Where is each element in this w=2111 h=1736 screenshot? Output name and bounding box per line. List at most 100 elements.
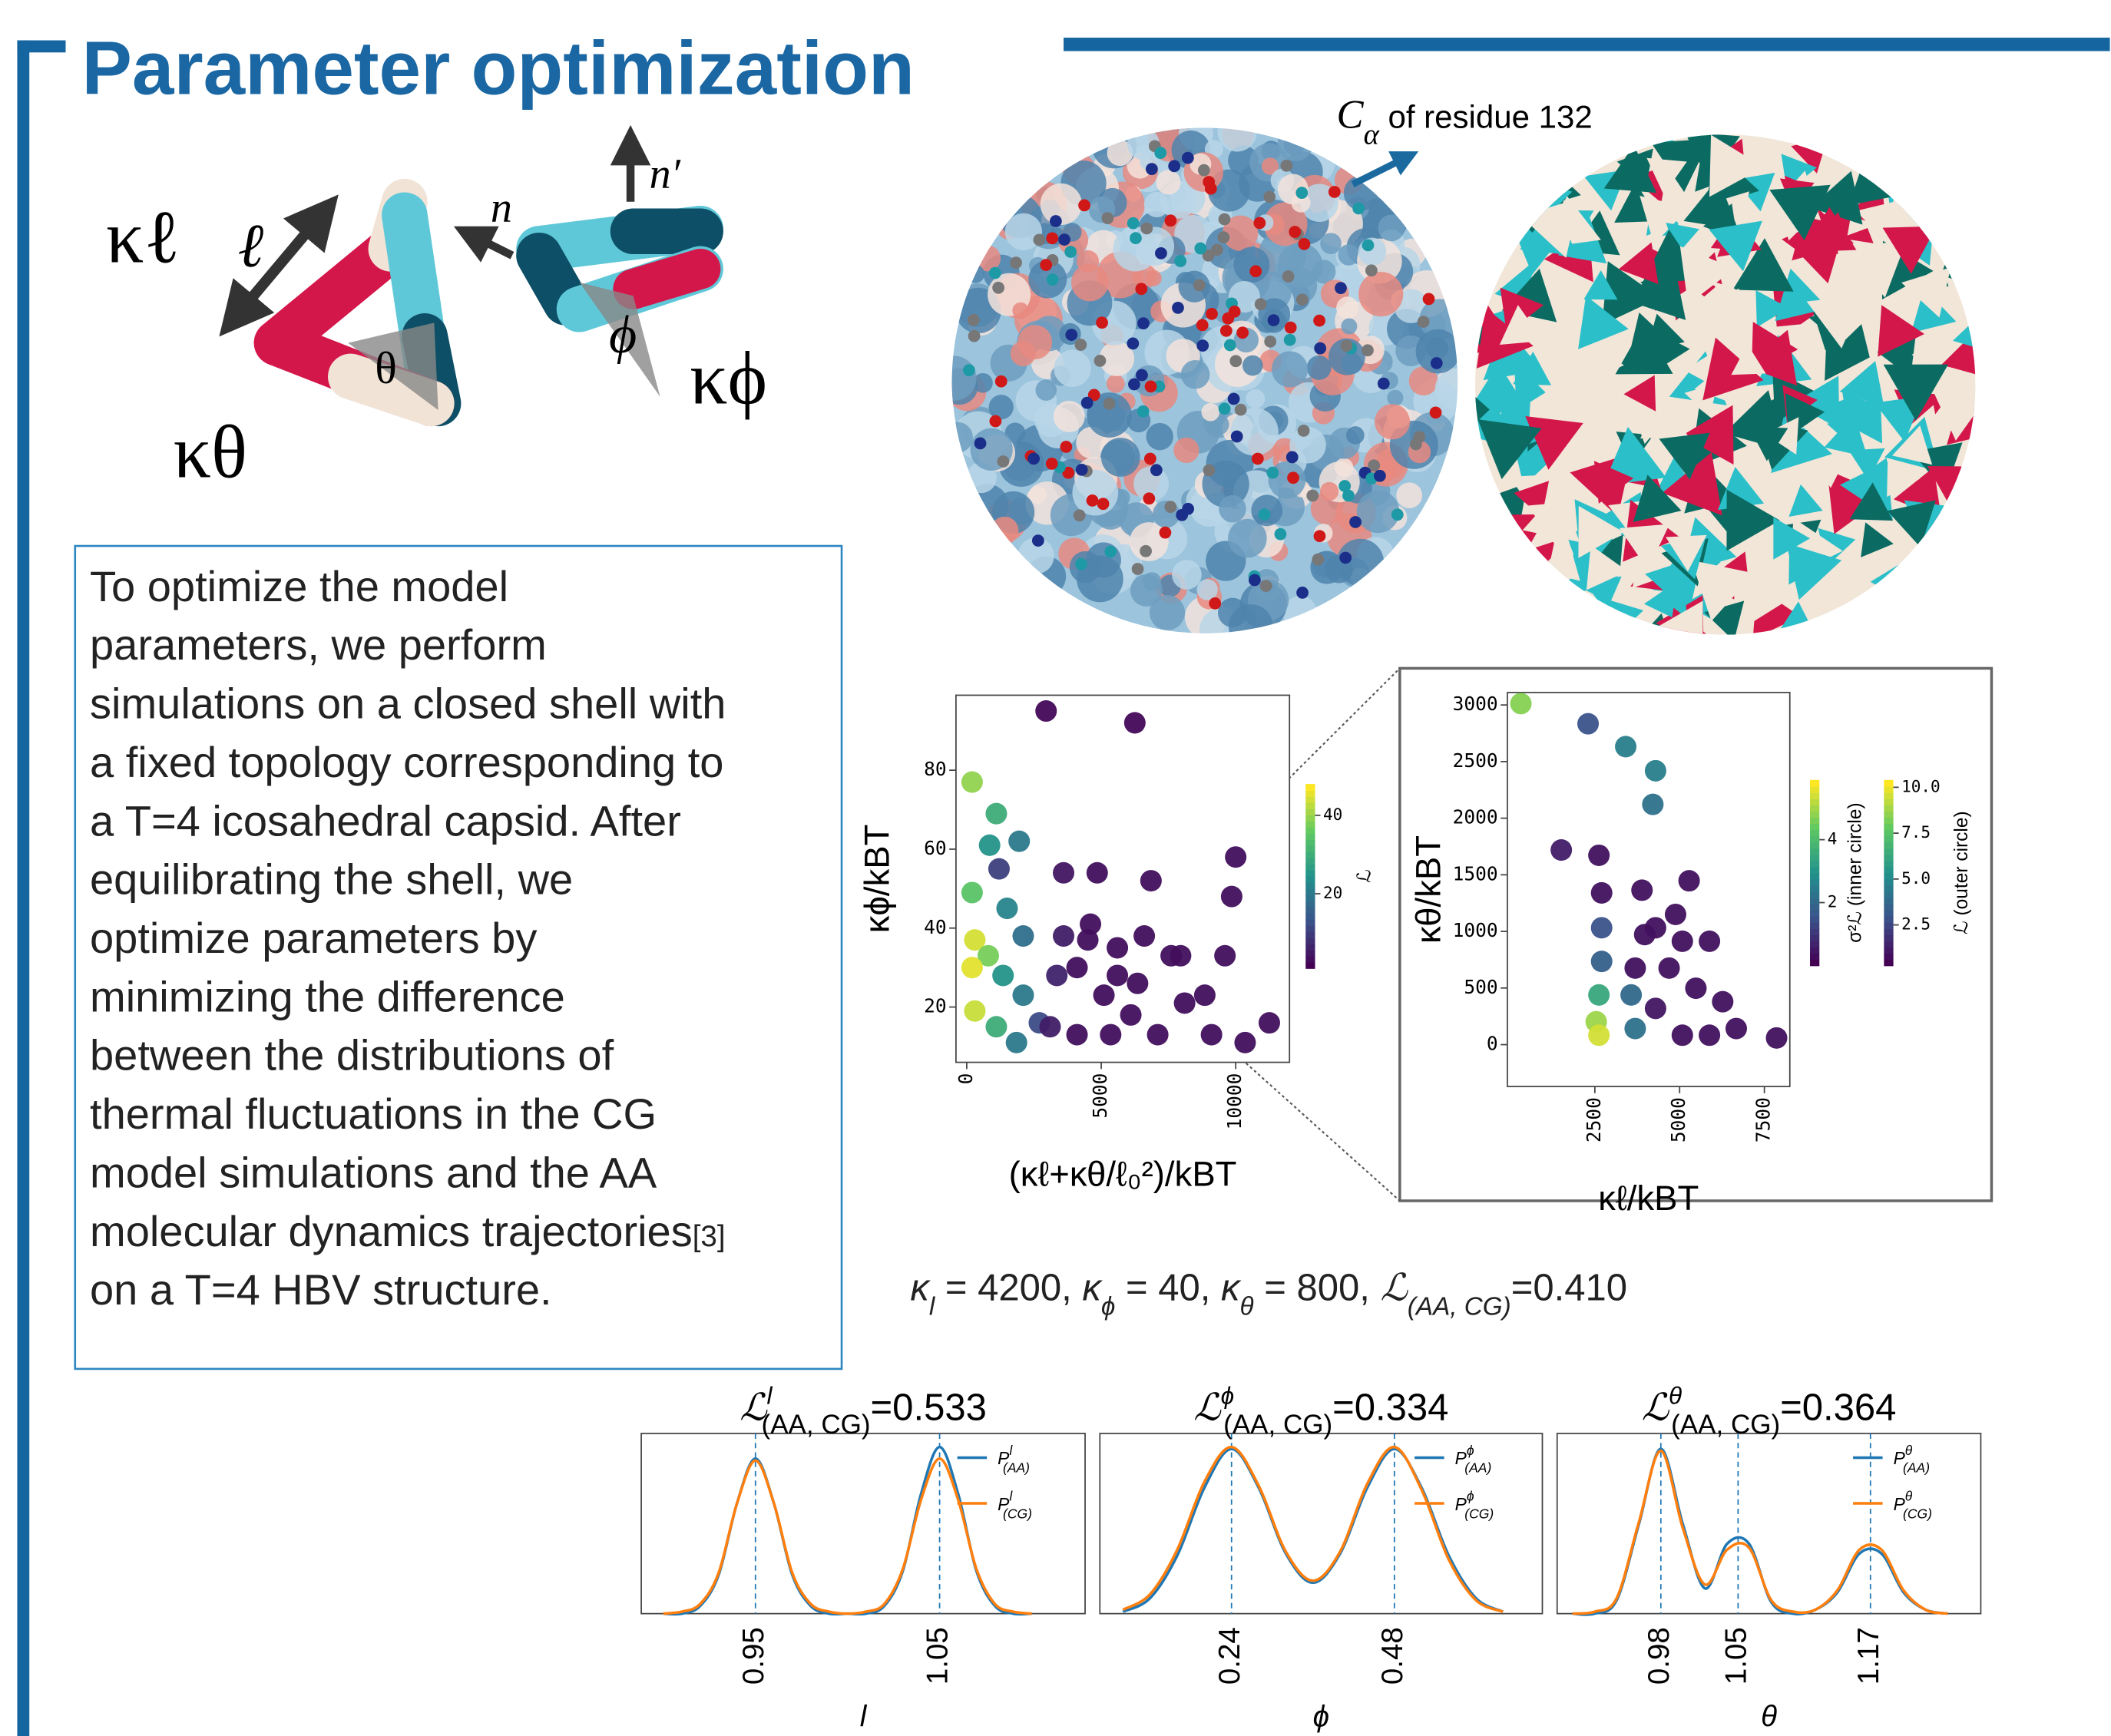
- capsid-blob: [1272, 351, 1308, 387]
- scatter-point: [1170, 945, 1191, 967]
- colorbar-segment: [1305, 901, 1315, 908]
- colorbar-segment: [1305, 925, 1315, 932]
- colorbar-segment: [1305, 888, 1315, 895]
- capsid-atom: [1127, 338, 1139, 350]
- colorbar-segment: [1884, 959, 1893, 966]
- capsid-atom: [1096, 316, 1108, 329]
- capsid-atom: [1341, 339, 1353, 352]
- capsid-atom: [1365, 264, 1378, 276]
- scatter-point: [1624, 1018, 1646, 1040]
- capsid-atom: [1296, 293, 1309, 306]
- title: Parameter optimization: [82, 26, 915, 111]
- legend-subscript: (CG): [1464, 1506, 1494, 1521]
- capsid-atom: [1236, 326, 1249, 339]
- capsid-atom: [1164, 214, 1176, 227]
- capsid-atom: [1074, 509, 1086, 521]
- y-tick-label: 2500: [1453, 749, 1498, 772]
- title-superscript: θ: [1669, 1381, 1682, 1409]
- capsid-atom: [1050, 215, 1062, 227]
- colorbar-segment: [1810, 953, 1819, 960]
- capsid-atom: [1249, 574, 1261, 587]
- colorbar-segment: [1810, 780, 1819, 787]
- diagram-label: κϕ: [690, 337, 767, 420]
- colorbar-segment: [1305, 796, 1315, 803]
- colorbar-segment: [1884, 910, 1893, 917]
- legend-superscript: θ: [1905, 1443, 1913, 1458]
- y-tick-label: 0: [1487, 1033, 1498, 1055]
- colorbar-segment: [1810, 879, 1819, 886]
- body-line: minimizing the difference: [90, 972, 565, 1020]
- colorbar-segment: [1810, 941, 1819, 947]
- colorbar-segment: [1305, 913, 1315, 920]
- capsid-atom: [1094, 355, 1107, 367]
- scatter-point: [1588, 984, 1610, 1006]
- title-symbol: ℒ: [1642, 1387, 1670, 1428]
- colorbar-segment: [1884, 922, 1893, 929]
- capsid-blob: [1172, 560, 1202, 590]
- capsid-blob: [1136, 227, 1174, 266]
- colorbar-segment: [1305, 839, 1315, 846]
- capsid-atom: [1046, 232, 1058, 244]
- y-tick-label: 60: [924, 837, 947, 859]
- capsid-atom: [992, 282, 1004, 294]
- capsid-atom: [1349, 516, 1362, 528]
- scatter-point: [1645, 997, 1666, 1019]
- colorbar-segment: [1884, 891, 1893, 898]
- citation: [3]: [693, 1220, 726, 1253]
- capsid-atom: [968, 330, 981, 342]
- capsid-atom: [989, 415, 1001, 428]
- x-tick-label: 5000: [1667, 1097, 1689, 1142]
- body-line: To optimize the model: [90, 562, 508, 610]
- capsid-blob: [1201, 403, 1219, 422]
- colorbar-segment: [1810, 867, 1819, 874]
- capsid-atom: [1194, 243, 1206, 255]
- capsid-blob: [1358, 272, 1403, 316]
- body-line-text: between the distributions of: [90, 1031, 614, 1080]
- scatter-point: [1094, 984, 1115, 1006]
- capsid-atom: [1339, 552, 1352, 564]
- scatter-point: [992, 964, 1014, 986]
- scatter-point: [1672, 1024, 1693, 1046]
- capsid-blob: [1156, 170, 1181, 194]
- capsid-atom: [1235, 404, 1247, 416]
- body-line-text: a fixed topology corresponding to: [90, 738, 723, 786]
- colorbar-segment: [1884, 953, 1893, 960]
- scatter-point: [1006, 1032, 1027, 1053]
- colorbar-segment: [1810, 928, 1819, 935]
- title-subscript: (AA, CG): [762, 1410, 871, 1440]
- y-tick-label: 3000: [1453, 693, 1498, 715]
- title-superscript: ϕ: [1221, 1381, 1235, 1409]
- y-tick-label: 40: [924, 916, 947, 938]
- scatter-point: [1699, 931, 1720, 952]
- colorbar-segment: [1810, 885, 1819, 892]
- colorbar-segment: [1305, 907, 1315, 914]
- colorbar-segment: [1305, 944, 1315, 951]
- capsid-atom: [1081, 397, 1094, 409]
- capsid-atom: [1135, 283, 1147, 295]
- capsid-atom: [968, 314, 980, 326]
- capsid-blob: [1146, 423, 1173, 450]
- capsid-blob: [1396, 482, 1422, 508]
- body: Parameter optimization κℓ ℓ θ κθ n n′ ϕ …: [0, 0, 2111, 1736]
- colorbar-segment: [1305, 790, 1315, 797]
- colorbar-segment: [1884, 817, 1893, 824]
- capsid-atom: [1182, 152, 1194, 164]
- capsid-atom: [1338, 480, 1351, 492]
- x-tick-label: 0.24: [1213, 1627, 1246, 1685]
- capsid-atom: [1299, 238, 1311, 250]
- scatter-point: [1053, 862, 1074, 884]
- capsid-blob: [1278, 243, 1323, 288]
- capsid-atom: [1298, 425, 1310, 437]
- capsid-atom: [1196, 339, 1209, 352]
- scatter-point: [985, 1016, 1007, 1037]
- capsid-atom: [1144, 453, 1156, 465]
- capsid-atom: [995, 375, 1008, 388]
- capsid-atom: [1155, 247, 1167, 260]
- capsid-blob: [1054, 350, 1090, 387]
- scatter-point: [1107, 937, 1128, 958]
- colorbar-segment: [1305, 851, 1315, 858]
- colorbar-segment: [1810, 959, 1819, 966]
- scatter-point: [1699, 1024, 1720, 1046]
- legend-subscript: (AA): [1003, 1460, 1030, 1476]
- colorbar-segment: [1305, 864, 1315, 871]
